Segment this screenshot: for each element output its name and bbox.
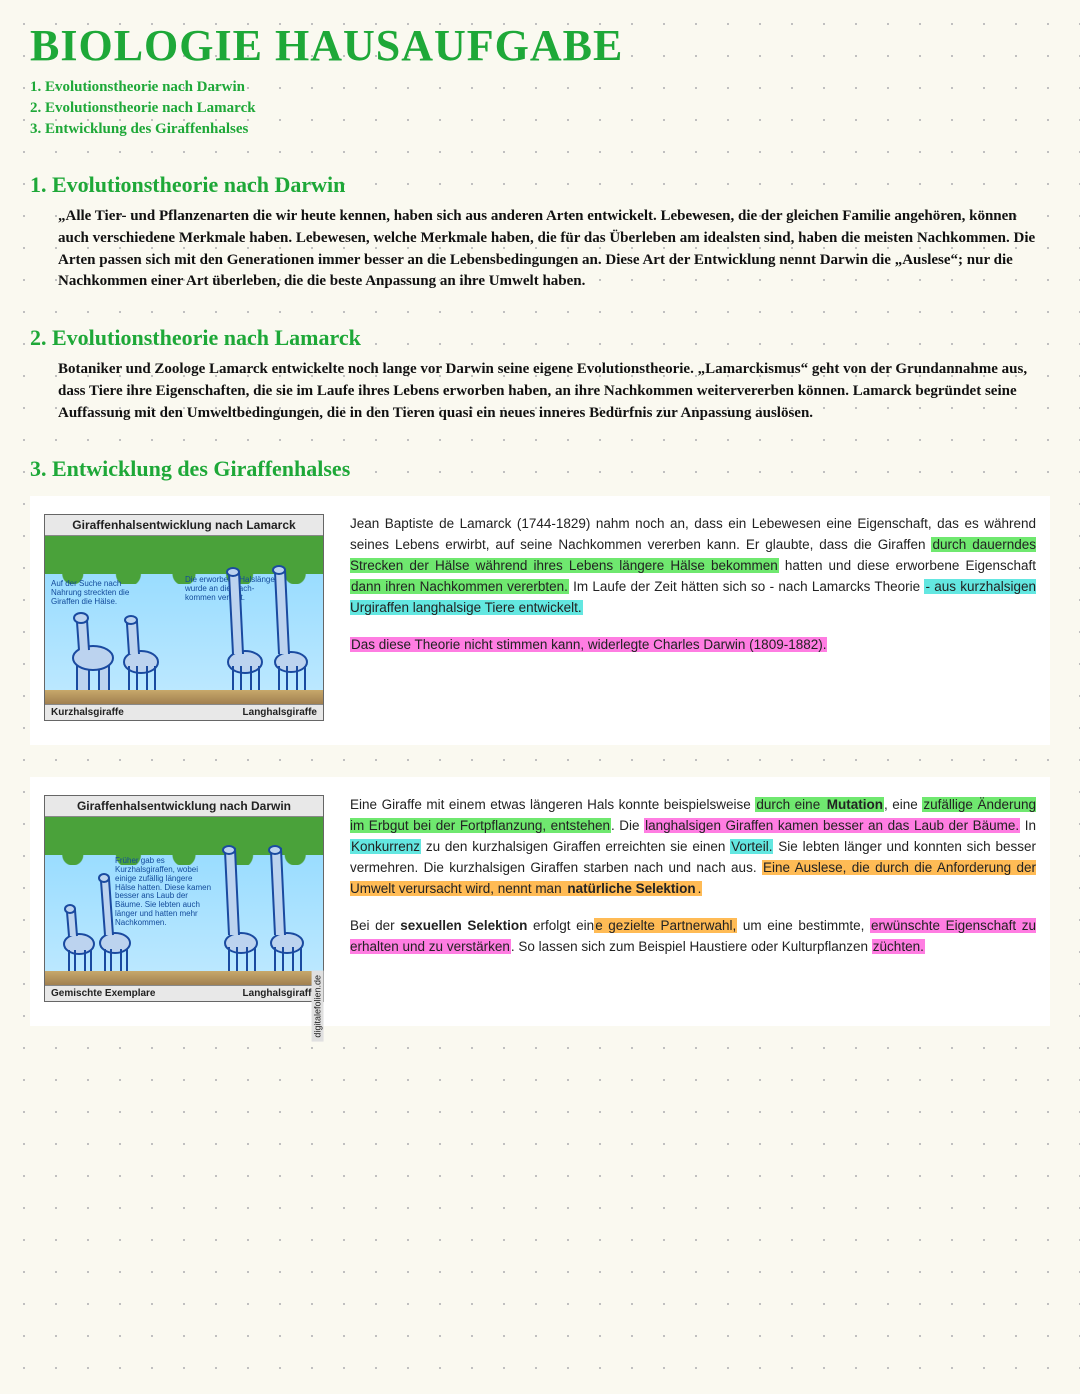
lamarck-left-label: Kurzhalsgiraffe: [51, 707, 124, 718]
hl: natürliche Selektion: [566, 881, 696, 896]
page-title: BIOLOGIE HAUSAUFGABE: [30, 20, 1050, 71]
row-darwin: Giraffenhalsentwicklung nach Darwin Früh…: [30, 777, 1050, 1026]
darwin-text: Eine Giraffe mit einem etwas längeren Ha…: [350, 795, 1036, 1002]
txt: hatten und diese erworbene Eigenschaft: [779, 558, 1036, 573]
hl: Das diese Theorie nicht stimmen kann, wi…: [350, 637, 827, 652]
hl: durch eine: [755, 797, 825, 812]
diagram-credit: digitalefolien.de: [312, 971, 324, 1042]
txt: um eine bestimmte,: [737, 918, 870, 933]
txt: Im Laufe der Zeit hätten sich so - nach …: [569, 579, 925, 594]
hl: züchten.: [872, 939, 925, 954]
section-2-body: Botaniker und Zoologe Lamarck entwickelt…: [30, 359, 1050, 424]
darwin-left-label: Gemischte Exemplare: [51, 988, 156, 999]
hl: Vorteil.: [730, 839, 773, 854]
hl: Mutation: [826, 797, 884, 812]
toc-item-3: 3. Entwicklung des Giraffenhalses: [30, 119, 1050, 140]
diagram-darwin-title: Giraffenhalsentwicklung nach Darwin: [45, 796, 323, 817]
section-3-heading: 3. Entwicklung des Giraffenhalses: [30, 456, 1050, 482]
row-lamarck: Giraffenhalsentwicklung nach Lamarck Auf…: [30, 496, 1050, 745]
diagram-lamarck-title: Giraffenhalsentwicklung nach Lamarck: [45, 515, 323, 536]
hl: e gezielte Partnerwahl,: [594, 918, 737, 933]
diagram-darwin-scene: Früher gab es Kurzhalsgiraffen, wobei ei…: [45, 817, 323, 985]
hl: langhalsigen Giraffen kamen besser an da…: [644, 818, 1020, 833]
diagram-lamarck: Giraffenhalsentwicklung nach Lamarck Auf…: [44, 514, 324, 721]
txt: erfolgt ein: [527, 918, 594, 933]
hl: Konkurrenz: [350, 839, 421, 854]
txt: In: [1020, 818, 1036, 833]
diagram-lamarck-scene: Auf der Suche nach Nahrung streckten die…: [45, 536, 323, 704]
toc-item-2: 2. Evolutionstheorie nach Lamarck: [30, 98, 1050, 119]
txt: . Die: [611, 818, 644, 833]
darwin-right-label: Langhalsgiraffe: [243, 988, 317, 999]
txt: zu den kurzhalsigen Giraffen erreichten …: [421, 839, 730, 854]
hl: .: [697, 881, 703, 896]
section-1-heading: 1. Evolutionstheorie nach Darwin: [30, 172, 1050, 198]
diagram-darwin: Giraffenhalsentwicklung nach Darwin Früh…: [44, 795, 324, 1002]
txt: Eine Giraffe mit einem etwas längeren Ha…: [350, 797, 755, 812]
txt: . So lassen sich zum Beispiel Haustiere …: [511, 939, 872, 954]
txt: Bei der: [350, 918, 400, 933]
txt: , eine: [884, 797, 922, 812]
lamarck-right-label: Langhalsgiraffe: [243, 707, 317, 718]
toc-item-1: 1. Evolutionstheorie nach Darwin: [30, 77, 1050, 98]
section-2-heading: 2. Evolutionstheorie nach Lamarck: [30, 325, 1050, 351]
lamarck-text: Jean Baptiste de Lamarck (1744-1829) nah…: [350, 514, 1036, 721]
hl: dann ihren Nachkommen vererbten.: [350, 579, 569, 594]
toc: 1. Evolutionstheorie nach Darwin 2. Evol…: [30, 77, 1050, 140]
section-1-body: „Alle Tier- und Pflanzenarten die wir he…: [30, 206, 1050, 293]
txt: sexuellen Selektion: [400, 918, 527, 933]
